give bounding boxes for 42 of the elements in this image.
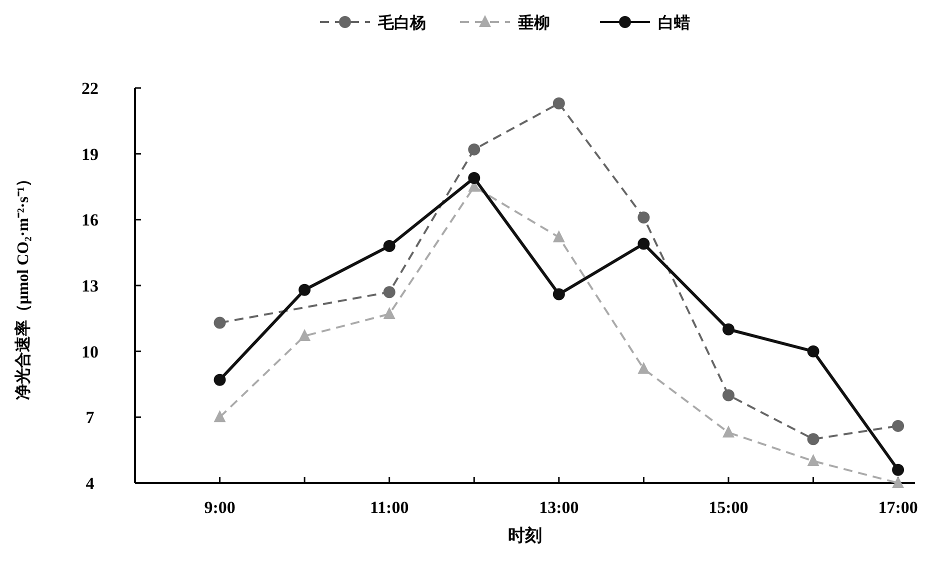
point [383, 240, 396, 252]
point [552, 288, 565, 300]
point [214, 374, 226, 386]
legend-label: 白蜡 [658, 14, 690, 32]
point [383, 307, 396, 320]
x-tick-label: 15:00 [708, 498, 748, 517]
point [638, 362, 650, 374]
y-tick-label: 13 [82, 276, 98, 296]
point [892, 464, 904, 476]
point [298, 328, 311, 341]
y-tick-label: 4 [86, 474, 95, 493]
point [383, 286, 396, 298]
point [298, 284, 311, 296]
y-tick-label: 19 [82, 144, 98, 164]
point [468, 143, 480, 156]
point [807, 345, 820, 358]
point [722, 323, 734, 336]
point [638, 238, 650, 250]
point [214, 316, 226, 329]
y-tick-label: 7 [86, 408, 95, 428]
y-tick-label: 22 [82, 79, 98, 98]
y-tick-label: 16 [82, 210, 98, 230]
point [468, 172, 480, 184]
x-axis-title: 时刻 [508, 526, 542, 545]
point [807, 454, 820, 466]
legend-label: 垂柳 [517, 14, 550, 32]
y-axis-title: 净光合速率（μmol CO₂·m⁻²·s⁻¹） [13, 170, 32, 400]
x-tick-label: 11:00 [370, 498, 409, 517]
point [552, 230, 565, 242]
point [892, 420, 904, 432]
point [638, 211, 650, 224]
point [722, 389, 734, 402]
legend-label: 毛白杨 [377, 14, 426, 32]
y-tick-label: 10 [82, 342, 98, 362]
x-tick-label: 17:00 [878, 498, 918, 517]
point [807, 433, 820, 446]
x-tick-label: 9:00 [204, 498, 236, 517]
point [892, 476, 904, 488]
point [214, 410, 226, 422]
x-tick-label: 13:00 [539, 498, 579, 517]
point [722, 426, 734, 438]
point [552, 97, 565, 110]
